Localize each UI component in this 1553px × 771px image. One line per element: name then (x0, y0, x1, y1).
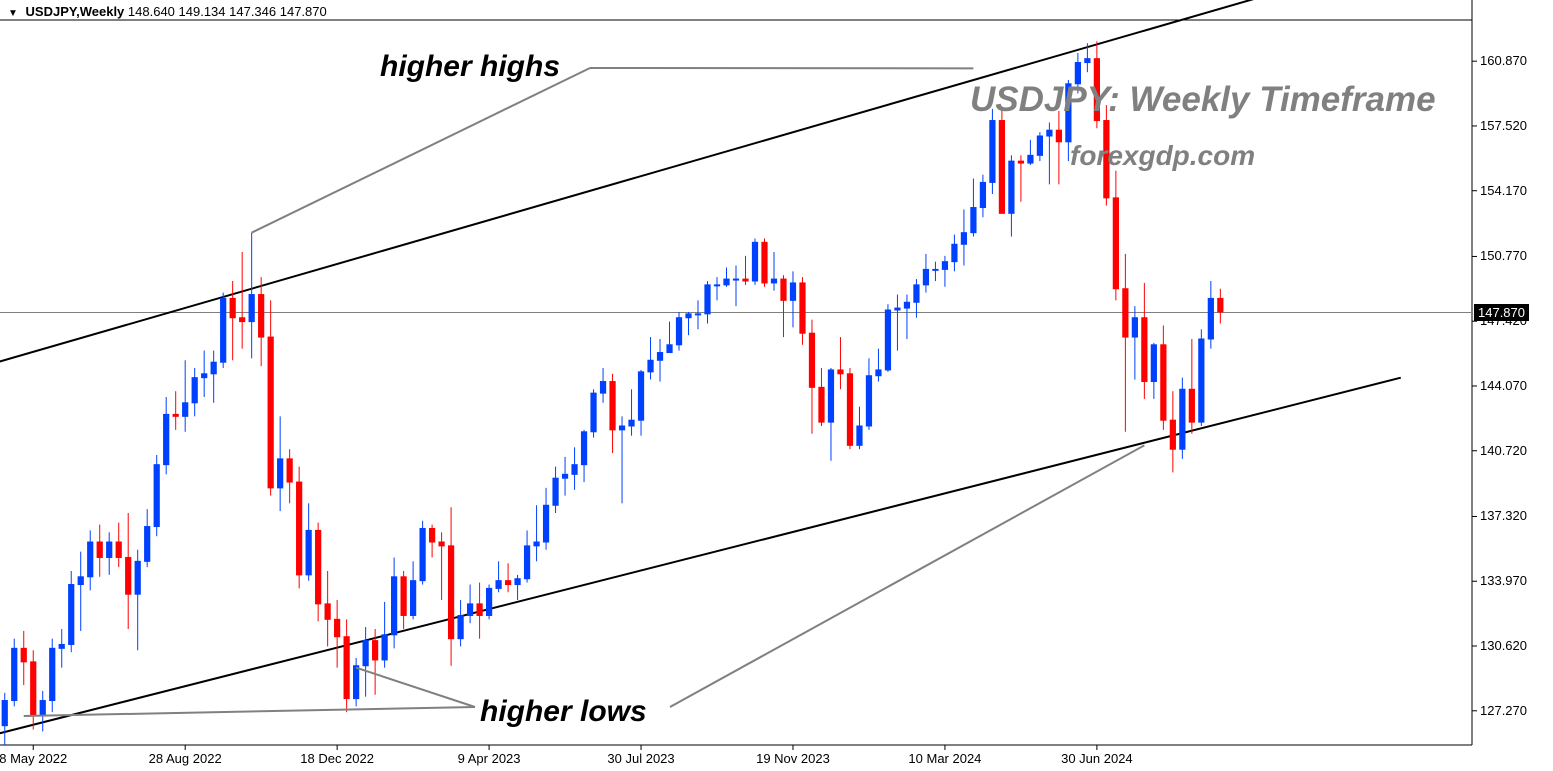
y-tick-label: 160.870 (1480, 53, 1527, 68)
y-tick-label: 144.070 (1480, 378, 1527, 393)
watermark-title: USDJPY: Weekly Timeframe (970, 80, 1436, 120)
x-tick-label: 8 May 2022 (0, 751, 67, 766)
x-tick-label: 28 Aug 2022 (149, 751, 222, 766)
current-price-tag: 147.870 (1474, 304, 1529, 321)
x-tick-label: 30 Jul 2023 (607, 751, 674, 766)
y-tick-label: 137.320 (1480, 508, 1527, 523)
chart-container: ▼ USDJPY,Weekly 148.640 149.134 147.346 … (0, 0, 1553, 771)
y-tick-label: 133.970 (1480, 573, 1527, 588)
ohlc-values: 148.640 149.134 147.346 147.870 (128, 4, 327, 19)
annotation-higher-highs: higher highs (380, 50, 560, 84)
y-tick-label: 154.170 (1480, 183, 1527, 198)
annotation-higher-lows: higher lows (480, 695, 647, 729)
chart-title-bar: ▼ USDJPY,Weekly 148.640 149.134 147.346 … (8, 4, 327, 19)
y-tick-label: 127.270 (1480, 703, 1527, 718)
y-tick-label: 157.520 (1480, 118, 1527, 133)
y-tick-label: 130.620 (1480, 638, 1527, 653)
y-tick-label: 140.720 (1480, 443, 1527, 458)
watermark-subtitle: forexgdp.com (1070, 140, 1255, 172)
symbol-name: USDJPY,Weekly (26, 4, 125, 19)
x-tick-label: 30 Jun 2024 (1061, 751, 1133, 766)
x-tick-label: 19 Nov 2023 (756, 751, 830, 766)
y-tick-label: 150.770 (1480, 248, 1527, 263)
dropdown-icon[interactable]: ▼ (8, 8, 18, 19)
x-tick-label: 18 Dec 2022 (300, 751, 374, 766)
x-tick-label: 9 Apr 2023 (458, 751, 521, 766)
x-tick-label: 10 Mar 2024 (908, 751, 981, 766)
